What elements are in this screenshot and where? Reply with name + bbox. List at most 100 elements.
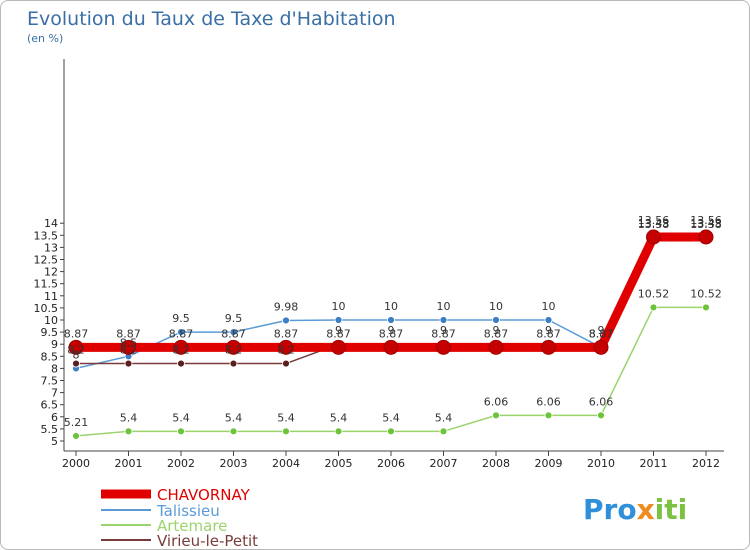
- x-tick-label: 2002: [167, 457, 195, 470]
- y-tick-label: 10: [44, 314, 58, 327]
- point-artemare: [597, 411, 605, 420]
- y-tick-label: 13: [44, 241, 58, 254]
- x-tick-label: 2010: [587, 457, 615, 470]
- y-tick-label: 6: [51, 411, 58, 424]
- point-virieu-le-petit: [177, 359, 185, 368]
- legend: CHAVORNAY Talissieu Artemare Virieu-le-P…: [101, 486, 258, 550]
- point-artemare: [177, 427, 185, 436]
- data-label-artemare: 5.4: [435, 411, 453, 424]
- data-label-talissieu: 10: [332, 300, 346, 313]
- data-label-virieu-le-petit: 9: [440, 324, 447, 337]
- point-talissieu: [387, 316, 395, 324]
- point-virieu-le-petit: [282, 359, 290, 368]
- data-label-chavornay: 8.87: [536, 327, 561, 340]
- point-chavornay: [436, 339, 451, 355]
- point-talissieu: [229, 328, 238, 337]
- data-label-talissieu: 13.38: [638, 218, 670, 231]
- chart-title: Evolution du Taux de Taxe d'Habitation: [27, 8, 396, 30]
- data-label-artemare: 5.4: [120, 411, 138, 424]
- y-tick-label: 11.5: [34, 278, 59, 291]
- y-tick-label: 9.5: [41, 326, 59, 339]
- x-tick-label: 2008: [482, 457, 510, 470]
- data-label-talissieu: 10: [384, 300, 398, 313]
- y-tick-label: 8.5: [41, 350, 59, 363]
- y-tick-label: 12.5: [34, 254, 59, 267]
- point-artemare: [124, 427, 133, 436]
- y-tick-label: 12: [44, 266, 58, 279]
- x-tick-label: 2004: [272, 457, 300, 470]
- point-chavornay: [541, 339, 556, 355]
- point-chavornay: [173, 339, 189, 355]
- point-artemare: [649, 303, 658, 312]
- point-artemare: [282, 427, 290, 436]
- y-tick-label: 10.5: [34, 302, 59, 315]
- point-talissieu: [544, 316, 553, 324]
- y-tick-label: 5: [51, 435, 58, 448]
- data-label-virieu-le-petit: 8.2: [67, 344, 85, 357]
- data-label-virieu-le-petit: 8.2: [277, 344, 295, 357]
- data-label-chavornay: 8.87: [169, 327, 194, 340]
- x-tick-label: 2011: [640, 457, 668, 470]
- chart-subtitle: (en %): [27, 32, 63, 45]
- point-chavornay: [646, 229, 661, 245]
- data-labels: 5.21 5.4 5.4 5.4 5.4 5.4 5.4 5.4 6.06 6.06 6.06 10.…: [64, 214, 722, 429]
- y-tick-label: 14: [44, 217, 58, 230]
- data-label-artemare: 5.4: [330, 411, 348, 424]
- data-label-chavornay: 13.43: [638, 217, 670, 230]
- x-tick-label: 2001: [115, 457, 143, 470]
- point-chavornay: [68, 339, 84, 355]
- data-label-artemare: 6.06: [484, 395, 509, 408]
- data-label-virieu-le-petit: 8.2: [120, 344, 138, 357]
- y-tick-label: 11: [44, 290, 58, 303]
- point-chavornay: [278, 339, 294, 355]
- y-ticks: 55.566.577.588.599.51010.51111.51212.513…: [34, 217, 64, 448]
- data-label-talissieu: 8.87: [589, 327, 614, 340]
- point-talissieu: [282, 316, 290, 325]
- data-label-chavornay: 8.87: [431, 327, 456, 340]
- y-tick-label: 8: [51, 362, 58, 375]
- legend-label-artemare: Artemare: [157, 517, 227, 535]
- series-layer: [68, 229, 714, 440]
- point-talissieu: [492, 316, 500, 324]
- point-chavornay: [331, 339, 346, 355]
- svg-text:Proxiti: Proxiti: [583, 493, 687, 526]
- data-label-talissieu: 9.98: [274, 300, 299, 313]
- y-tick-label: 6.5: [41, 399, 59, 412]
- data-label-chavornay: 8.87: [379, 327, 404, 340]
- data-label-chavornay: 8.87: [64, 327, 89, 340]
- x-tick-label: 2006: [377, 457, 405, 470]
- point-chavornay: [698, 229, 714, 245]
- data-label-virieu-le-petit: 13.56: [690, 214, 722, 227]
- x-tick-label: 2005: [325, 457, 353, 470]
- legend-label-virieu-le-petit: Virieu-le-Petit: [157, 532, 258, 550]
- data-label-talissieu: 9.5: [225, 312, 243, 325]
- data-label-virieu-le-petit: 9: [388, 324, 395, 337]
- logo-part-iti: iti: [655, 493, 688, 526]
- x-ticks: 2000 2001 2002 2003 2004 2005 2006 2007 2008 2009…: [62, 451, 720, 470]
- point-chavornay: [593, 339, 609, 355]
- point-artemare: [702, 303, 710, 312]
- point-virieu-le-petit: [72, 359, 80, 368]
- point-artemare: [544, 411, 553, 420]
- point-chavornay: [383, 339, 399, 355]
- x-tick-label: 2000: [62, 457, 90, 470]
- data-label-chavornay: 8.87: [221, 327, 246, 340]
- y-tick-label: 5.5: [41, 423, 59, 436]
- data-label-talissieu: 10: [437, 300, 451, 313]
- data-label-artemare: 10.52: [638, 287, 670, 300]
- data-label-artemare: 6.06: [536, 395, 561, 408]
- data-label-chavornay: 8.87: [274, 327, 299, 340]
- data-label-talissieu: 10: [489, 300, 503, 313]
- legend-label-talissieu: Talissieu: [156, 502, 220, 520]
- point-artemare: [492, 411, 500, 420]
- point-chavornay: [121, 339, 136, 355]
- proxiti-logo: Proxiti: [583, 493, 687, 526]
- data-label-chavornay: 8.87: [589, 327, 614, 340]
- data-label-virieu-le-petit: 9: [335, 324, 342, 337]
- data-label-talissieu: 8: [73, 348, 80, 361]
- x-tick-label: 2009: [535, 457, 563, 470]
- data-label-chavornay: 8.87: [484, 327, 509, 340]
- point-chavornay: [226, 339, 241, 355]
